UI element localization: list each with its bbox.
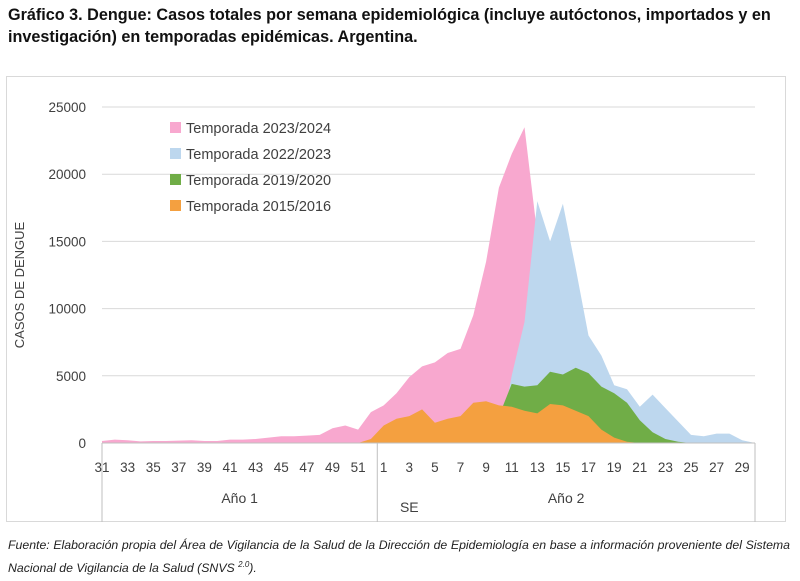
x-tick-label: 47	[299, 460, 314, 475]
x-tick-label: 5	[431, 460, 439, 475]
legend-label: Temporada 2015/2016	[186, 199, 331, 215]
x-tick-label: 15	[555, 460, 570, 475]
x-tick-label: 37	[171, 460, 186, 475]
legend: Temporada 2023/2024 Temporada 2022/2023 Te…	[170, 121, 331, 215]
axes: 31 33 35 37 39 41 43 45 47 49 51 1 3 5 7 9 11 13 15 17 19 21 2…	[94, 442, 756, 522]
legend-swatch	[170, 148, 181, 159]
y-tick-label: 25000	[48, 100, 86, 115]
x-tick-label: 21	[632, 460, 647, 475]
x-tick-label: 41	[223, 460, 238, 475]
y-tick-label: 0	[78, 436, 86, 451]
chart-frame	[6, 76, 786, 522]
group-label-year-2: Año 2	[548, 490, 585, 506]
x-tick-label: 39	[197, 460, 212, 475]
x-tick-label: 33	[120, 460, 135, 475]
x-tick-label: 3	[406, 460, 414, 475]
area-2015-2016	[102, 401, 755, 443]
source-tail: ).	[249, 561, 257, 576]
legend-swatch	[170, 122, 181, 133]
x-axis-label: SE	[400, 499, 419, 515]
series-areas	[102, 127, 755, 443]
x-tick-label: 19	[607, 460, 622, 475]
x-tick-label: 49	[325, 460, 340, 475]
y-tick-label: 15000	[48, 234, 86, 249]
group-label-year-1: Año 1	[221, 490, 258, 506]
chart-title: Gráfico 3. Dengue: Casos totales por sem…	[8, 6, 771, 46]
legend-swatch	[170, 200, 181, 211]
x-tick-label: 51	[351, 460, 366, 475]
legend-label: Temporada 2023/2024	[186, 121, 331, 137]
x-tick-label: 29	[735, 460, 750, 475]
y-tick-label: 10000	[48, 302, 86, 317]
source-note: Fuente: Elaboración propia del Área de V…	[8, 536, 790, 578]
y-tick-label: 5000	[56, 369, 86, 384]
x-tick-label: 7	[457, 460, 465, 475]
x-tick-label: 17	[581, 460, 596, 475]
x-tick-label: 27	[709, 460, 724, 475]
x-tick-label: 25	[683, 460, 698, 475]
legend-label: Temporada 2022/2023	[186, 147, 331, 163]
x-tick-label: 13	[530, 460, 545, 475]
x-tick-label: 1	[380, 460, 388, 475]
legend-swatch	[170, 174, 181, 185]
x-tick-label: 23	[658, 460, 673, 475]
x-tick-label: 9	[482, 460, 490, 475]
x-tick-label: 11	[505, 460, 519, 475]
x-tick-label: 35	[146, 460, 161, 475]
source-sup: 2.0	[238, 560, 250, 569]
y-tick-label: 20000	[48, 167, 86, 182]
source-text: Fuente: Elaboración propia del Área de V…	[8, 538, 790, 576]
x-tick-label: 45	[274, 460, 289, 475]
x-tick-label: 43	[248, 460, 263, 475]
legend-label: Temporada 2019/2020	[186, 173, 331, 189]
y-axis-label: CASOS DE DENGUE	[12, 221, 27, 348]
